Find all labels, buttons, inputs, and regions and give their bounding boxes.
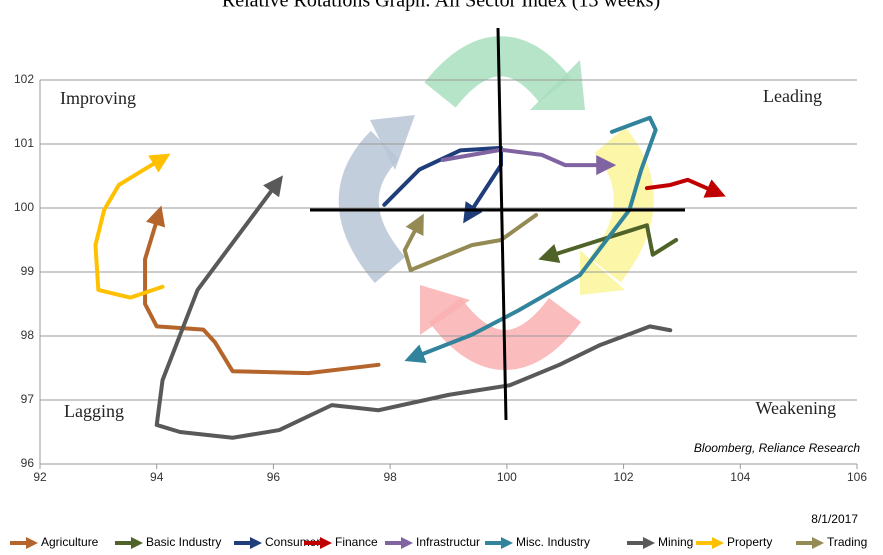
series-line (538, 223, 679, 264)
chart-title: Relative Rotations Graph: All Sector Ind… (222, 0, 660, 12)
x-tick-label: 98 (383, 470, 397, 484)
legend-swatch-head (501, 537, 513, 549)
legend-label: Basic Industry (146, 535, 221, 549)
legend-label: Agriculture (41, 535, 99, 549)
legend-swatch-head (131, 537, 143, 549)
rotation-arrow-head (370, 115, 415, 170)
legend: Agriculture Basic Industry Consumer Finance… (10, 535, 867, 549)
y-tick-label: 96 (21, 456, 35, 470)
source-note: Bloomberg, Reliance Research (694, 441, 860, 455)
legend-swatch-head (250, 537, 262, 549)
rotation-arrow (338, 130, 406, 284)
x-tick-label: 100 (497, 470, 517, 484)
legend-swatch-head (812, 537, 824, 549)
series-line (382, 145, 504, 224)
plot-area: 96 97 98 99 100 101 102 92 94 96 98 100 102 104 106 (14, 72, 867, 484)
quadrant-label: Improving (60, 88, 136, 108)
legend-swatch-head (401, 537, 413, 549)
x-tick-label: 102 (614, 470, 634, 484)
date-label: 8/1/2017 (811, 512, 858, 526)
y-tick-label: 97 (21, 392, 35, 406)
legend-label: Mining (658, 535, 693, 549)
series-line (154, 175, 673, 440)
rotation-arrow-head (420, 285, 470, 335)
legend-swatch-head (643, 537, 655, 549)
quadrant-label: Weakening (755, 398, 836, 418)
crosshair-vertical (496, 27, 508, 421)
legend-label: Misc. Industry (516, 535, 590, 549)
y-tick-label: 102 (14, 72, 34, 86)
y-tick-label: 99 (21, 264, 35, 278)
x-tick-label: 104 (730, 470, 750, 484)
quadrant-label: Leading (763, 86, 822, 106)
x-tick-label: 92 (33, 470, 47, 484)
y-tick-label: 98 (21, 328, 35, 342)
legend-swatch-head (320, 537, 332, 549)
x-tick-label: 96 (267, 470, 281, 484)
series-line (644, 177, 726, 198)
legend-label: Consumer (265, 535, 320, 549)
series-line (93, 153, 171, 300)
legend-swatch-head (712, 537, 724, 549)
legend-label: Infrastructur (416, 535, 480, 549)
legend-label: Trading (827, 535, 867, 549)
legend-label: Finance (335, 535, 378, 549)
legend-label: Property (727, 535, 772, 549)
x-tick-label: 94 (150, 470, 164, 484)
quadrant-label: Lagging (64, 401, 124, 421)
series-line (440, 147, 617, 176)
series-line (402, 213, 539, 273)
rotation-arrows (338, 36, 654, 370)
series-line (143, 205, 381, 376)
y-tick-label: 101 (14, 136, 34, 150)
legend-swatch-head (26, 537, 38, 549)
rotation-arrow-head (530, 60, 585, 110)
y-tick-label: 100 (14, 200, 34, 214)
x-tick-label: 106 (847, 470, 867, 484)
